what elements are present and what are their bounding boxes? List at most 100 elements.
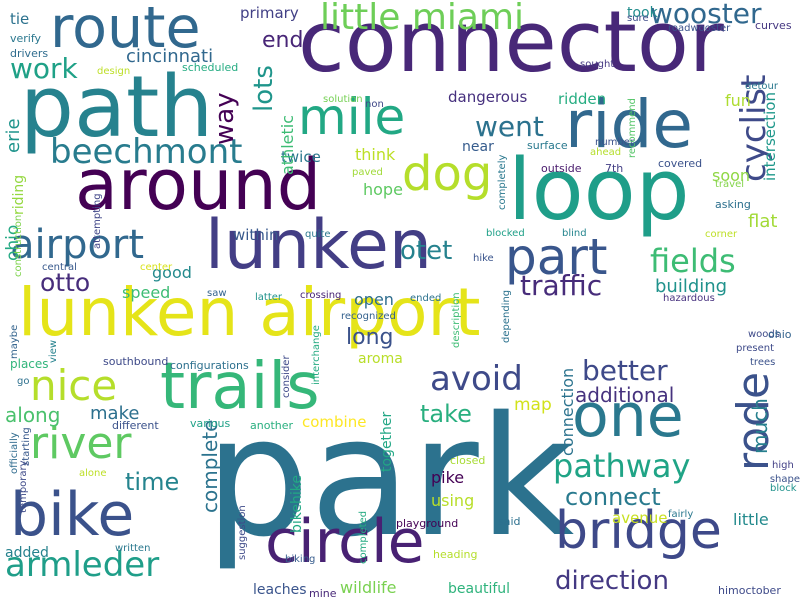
word-29: better: [582, 354, 668, 387]
word-134: another: [250, 419, 294, 432]
word-117: latter: [255, 292, 283, 303]
word-57: hope: [363, 180, 403, 199]
word-37: take: [420, 400, 472, 428]
word-93: non: [365, 99, 384, 110]
word-20: nice: [30, 361, 118, 410]
word-60: soon: [712, 166, 751, 185]
word-129: go: [17, 376, 30, 387]
word-70: leaches: [253, 582, 307, 598]
word-147: completed: [358, 510, 369, 564]
word-71: beautiful: [448, 581, 511, 597]
word-1: lunken airport: [18, 274, 481, 351]
word-28: wooster: [650, 0, 762, 30]
word-8: trails: [160, 350, 320, 424]
word-11: one: [572, 381, 684, 451]
word-39: additional: [575, 383, 675, 407]
word-33: work: [10, 52, 78, 85]
word-148: suggestion: [237, 505, 248, 560]
word-35: direction: [555, 566, 669, 596]
word-142: fairly: [668, 509, 694, 520]
word-80: athletic: [278, 114, 297, 175]
word-61: good: [152, 263, 192, 282]
word-73: combine: [302, 413, 367, 431]
word-38: time: [125, 468, 180, 496]
word-135: woods: [748, 329, 780, 340]
word-106: paved: [352, 167, 383, 178]
word-7: ride: [565, 86, 693, 163]
word-6: lunken: [205, 206, 432, 285]
word-144: closed: [450, 454, 486, 467]
word-87: sure: [627, 13, 649, 24]
word-50: make: [90, 403, 140, 424]
word-105: corner: [705, 229, 738, 240]
word-139: high: [772, 460, 794, 471]
word-75: connection: [558, 367, 577, 456]
word-36: connect: [565, 483, 661, 511]
word-92: solution: [323, 94, 363, 105]
word-96: number: [595, 137, 635, 148]
word-45: along: [5, 403, 61, 427]
word-97: ahead: [590, 147, 622, 158]
word-15: dog: [402, 146, 493, 202]
word-155: temporary: [18, 460, 29, 513]
word-133: various: [190, 417, 231, 430]
word-140: shape: [769, 474, 800, 485]
word-46: long: [346, 325, 394, 350]
word-136: ohio: [768, 328, 792, 341]
word-3: path: [20, 58, 214, 157]
word-91: sought: [580, 59, 615, 70]
word-121: recognized: [341, 311, 396, 322]
word-55: within: [233, 226, 279, 244]
word-141: block: [770, 483, 797, 494]
word-146: playground: [396, 517, 459, 530]
word-101: outside: [541, 162, 582, 175]
word-40: much: [748, 398, 772, 454]
word-86: took: [627, 5, 658, 21]
word-22: beechmont: [50, 132, 243, 172]
word-54: twice: [281, 148, 321, 166]
word-149: biking: [285, 554, 316, 565]
word-94: surface: [527, 139, 568, 152]
word-107: completely: [497, 154, 508, 210]
word-127: view: [48, 339, 59, 363]
word-123: depending: [501, 289, 512, 343]
word-138: trees: [750, 357, 776, 368]
word-43: end: [262, 28, 304, 53]
word-66: using: [431, 491, 475, 510]
word-49: building: [655, 276, 728, 297]
word-83: drivers: [10, 47, 49, 60]
word-31: otet: [400, 236, 453, 266]
word-143: said: [498, 515, 521, 528]
word-44: cincinnati: [126, 46, 214, 67]
word-110: quite: [305, 229, 331, 240]
word-72: mine: [309, 587, 337, 600]
word-102: covered: [658, 157, 703, 170]
word-32: otto: [40, 268, 91, 297]
word-53: ridden: [558, 90, 607, 108]
word-82: verify: [10, 32, 42, 45]
word-17: airport: [10, 222, 145, 268]
word-77: erie: [3, 118, 24, 153]
word-118: crossing: [300, 290, 342, 301]
word-48: complete: [198, 419, 222, 513]
word-116: saw: [207, 288, 227, 299]
word-99: intersection: [761, 92, 779, 181]
word-58: flat: [748, 211, 778, 232]
word-47: little: [733, 510, 769, 529]
word-115: center: [140, 262, 173, 273]
word-25: fields: [650, 242, 736, 280]
word-79: riding: [11, 174, 27, 215]
word-89: curves: [755, 19, 792, 32]
word-119: ended: [410, 293, 442, 304]
word-13: route: [50, 0, 201, 61]
word-88: roadwooster: [668, 23, 731, 34]
word-24: pathway: [553, 447, 691, 485]
word-152: bikehike: [289, 475, 305, 533]
word-111: blocked: [486, 228, 525, 239]
word-126: maybe: [9, 324, 20, 359]
word-137: present: [736, 343, 775, 354]
word-4: loop: [508, 141, 690, 240]
word-30: went: [475, 110, 544, 143]
word-128: places: [10, 357, 49, 371]
